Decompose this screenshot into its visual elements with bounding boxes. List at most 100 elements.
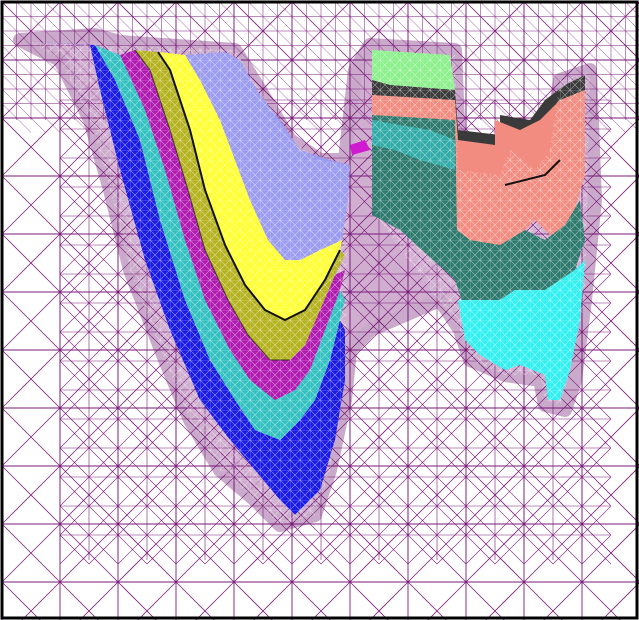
mesh-edge [523,447,554,478]
boundary-olive-yellow [157,51,341,322]
mesh-edge [233,45,249,61]
mesh-edge [465,534,496,565]
mesh-edge [59,273,90,304]
mesh-edge [610,103,626,119]
mesh-edge [16,16,32,32]
mesh-edge [480,103,496,119]
mesh-edge [349,244,380,275]
mesh-edge [79,581,119,620]
mesh-edge [494,534,525,565]
mesh-edge [233,505,264,536]
mesh-edge [509,88,525,104]
mesh-edge [509,59,525,75]
mesh-edge [146,534,177,565]
mesh-edge [552,534,583,565]
mesh-edge [538,59,554,75]
mesh-edge [262,74,278,90]
mesh-edge [175,30,191,46]
mesh-edge [581,30,597,46]
mesh-edge [146,505,177,536]
mesh-edge [407,360,438,391]
mesh-edge [436,331,467,362]
mesh-edge [494,418,525,449]
mesh-edge [161,1,177,17]
mesh-edge [291,117,307,133]
mesh-edge [204,16,220,32]
mesh-edge [407,476,438,507]
mesh-edge [552,16,568,32]
mesh-edge [320,74,336,90]
mesh-edge [465,1,481,17]
mesh-edge [16,59,32,75]
mesh-edge [349,16,365,32]
mesh-edge [117,302,148,333]
mesh-edge [567,16,583,32]
mesh-edge [581,215,612,246]
mesh-edge [581,389,612,420]
mesh-edge [306,1,322,17]
mesh-edge [407,505,438,536]
mesh-edge [581,1,597,17]
mesh-edge [320,59,336,75]
mesh-edge [465,117,481,133]
mesh-edge [320,16,336,32]
mesh-edge [407,447,438,478]
mesh-edge [567,59,583,75]
mesh-edge [538,45,554,61]
mesh-edge [219,16,235,32]
mesh-edge [30,59,46,75]
mesh-edge [494,59,510,75]
mesh-edge [552,476,583,507]
mesh-edge [277,30,293,46]
mesh-edge [175,534,206,565]
mesh-edge [277,16,293,32]
mesh-edge [349,45,365,61]
mesh-edge [1,103,17,119]
mesh-edge [88,360,119,391]
mesh-edge [117,389,148,420]
mesh-edge [407,418,438,449]
mesh-edge [59,128,90,159]
mesh-edge [306,59,322,75]
mesh-edge [451,45,467,61]
mesh-edge [436,30,452,46]
mesh-edge [451,1,467,17]
mesh-edge [596,45,612,61]
mesh-edge [59,244,90,275]
mesh-edge [117,534,148,565]
mesh-edge [523,45,539,61]
mesh-edge [277,103,293,119]
mesh-edge [494,476,525,507]
mesh-edge [480,1,496,17]
mesh-edge [190,30,206,46]
mesh-edge [465,476,496,507]
mesh-edge [335,16,351,32]
mesh-edge [146,1,162,17]
mesh-edge [45,103,61,119]
mesh-edge [407,389,438,420]
mesh-edge [538,30,554,46]
mesh-edge [567,1,583,17]
mesh-edge [596,1,612,17]
mesh-edge [378,1,394,17]
mesh-edge [378,360,409,391]
mesh-edge [378,30,394,46]
mesh-edge [291,1,307,17]
mesh-edge [291,534,322,565]
mesh-edge [581,16,597,32]
mesh-edge [262,1,278,17]
mesh-edge [494,16,510,32]
mesh-edge [16,74,32,90]
mesh-edge [16,117,32,133]
mesh-edge [59,331,90,362]
mesh-edge [581,505,612,536]
mesh-edge [523,88,539,104]
mesh-edge [320,505,351,536]
mesh-edge [45,117,61,133]
mesh-edge [277,74,293,90]
mesh-edge [581,466,639,525]
mesh-edge [378,273,409,304]
mesh-edge [436,476,467,507]
mesh-edge [364,1,380,17]
